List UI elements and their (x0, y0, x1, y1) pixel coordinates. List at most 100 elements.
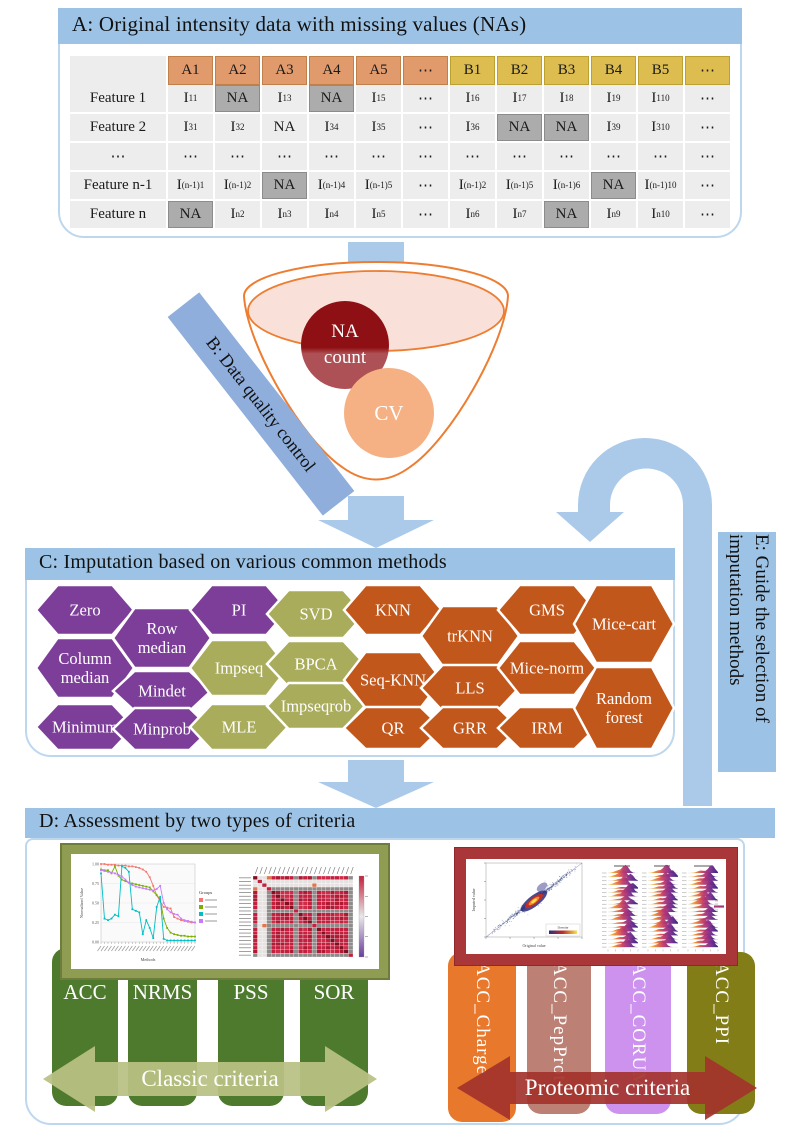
svg-text:Original value: Original value (523, 943, 546, 948)
svg-text:0.75: 0.75 (92, 881, 99, 886)
table-cell: ⋯ (168, 143, 213, 170)
column-acc-corum-label: ACC_CORUM (628, 962, 649, 1090)
density-scatter-plot: Density Original value Imputed value (470, 861, 596, 953)
table-cell: ⋯ (685, 85, 730, 112)
table-row-label: ⋯ (70, 143, 166, 170)
svg-text:BPCA: BPCA (294, 655, 337, 674)
table-cell: ⋯ (497, 143, 542, 170)
table-cell: ⋯ (403, 143, 448, 170)
classic-criteria-plot-frame: 1.00 0.75 0.50 0.25 0.00 Normalized Value Meth… (62, 845, 388, 978)
table-cell: I 310 (638, 114, 683, 141)
table-row-label: Feature n-1 (70, 172, 166, 199)
svg-text:SVD: SVD (299, 605, 332, 624)
criteria-arrows-layer (43, 1046, 757, 1120)
table-row-label: Feature 1 (70, 85, 166, 112)
table-cell: NA (497, 114, 542, 141)
svg-text:Zero: Zero (69, 601, 100, 620)
hex-mice-cart: Mice-cart (572, 583, 675, 665)
svg-text:Groups: Groups (199, 890, 212, 895)
svg-text:Impseq: Impseq (215, 659, 264, 678)
correlation-heatmap (229, 860, 375, 962)
svg-text:Mindet: Mindet (138, 682, 186, 701)
svg-text:GMS: GMS (529, 601, 565, 620)
panel-d-title: D: Assessment by two types of criteria (25, 808, 775, 838)
table-row-label: Feature 2 (70, 114, 166, 141)
table-cell: ⋯ (685, 143, 730, 170)
svg-text:trKNN: trKNN (447, 627, 493, 646)
svg-text:Normalized Value: Normalized Value (79, 888, 84, 918)
column-acc-charge-label: ACC_Charge (472, 962, 493, 1076)
table-cell: NA (309, 85, 354, 112)
svg-text:MLE: MLE (222, 718, 257, 737)
cv-circle: CV (344, 368, 434, 458)
panel-e-label: E: Guide the selection of imputation met… (725, 534, 772, 723)
svg-text:Imputed value: Imputed value (471, 888, 476, 911)
table-cell: ⋯ (215, 143, 260, 170)
table-header-B4: B4 (591, 56, 636, 85)
table-cell: NA (591, 172, 636, 199)
table-cell: I 13 (262, 85, 307, 112)
classic-criteria-arrow (43, 1046, 377, 1112)
table-header-B2: B2 (497, 56, 542, 85)
table-cell: I 19 (591, 85, 636, 112)
classic-criteria-text: Classic criteria (141, 1066, 279, 1091)
hex-impseq: Impseq (188, 638, 290, 698)
table-cell: I 31 (168, 114, 213, 141)
hex-column-median: Column median (34, 636, 136, 700)
table-cell: ⋯ (685, 201, 730, 228)
cv-label: CV (374, 400, 404, 425)
na-count-label: NA count (323, 321, 367, 368)
svg-text:1.00: 1.00 (92, 861, 99, 866)
table-header-A5: A5 (356, 56, 401, 85)
table-cell: ⋯ (403, 172, 448, 199)
column-pss-label: PSS (233, 980, 269, 1004)
svg-text:Minimum: Minimum (52, 718, 118, 737)
table-cell: I (n-1)10 (638, 172, 683, 199)
table-cell: ⋯ (403, 201, 448, 228)
svg-text:Mice-norm: Mice-norm (510, 659, 584, 678)
table-cell: ⋯ (262, 143, 307, 170)
arrow-e-feedback (556, 438, 712, 806)
arrow-b-to-c (318, 496, 434, 548)
table-cell: I 110 (638, 85, 683, 112)
column-acc-ppi-label: ACC_PPI (711, 962, 732, 1046)
svg-text:PI: PI (232, 601, 247, 620)
svg-text:Density: Density (558, 926, 569, 930)
table-cell: NA (262, 114, 307, 141)
table-cell: I 35 (356, 114, 401, 141)
table-header-B1: B1 (450, 56, 495, 85)
table-cell: I 11 (168, 85, 213, 112)
proteomic-criteria-plot-frame: Density Original value Imputed value (455, 848, 737, 965)
svg-text:IRM: IRM (531, 719, 563, 738)
table-cell: NA (215, 85, 260, 112)
table-cell: ⋯ (403, 85, 448, 112)
table-header-A4: A4 (309, 56, 354, 85)
table-cell: I (n-1)5 (356, 172, 401, 199)
hex-row-median: Row median (111, 606, 213, 670)
svg-text:LLS: LLS (455, 679, 484, 698)
table-cell: ⋯ (685, 172, 730, 199)
table-cell: ⋯ (450, 143, 495, 170)
table-cell: I 15 (356, 85, 401, 112)
table-cell: ⋯ (309, 143, 354, 170)
svg-text:Mice-cart: Mice-cart (592, 615, 657, 634)
hex-impseqrob: Impseqrob (265, 681, 367, 731)
imputation-methods-hexgrid: Zero Column median Minimum Row median Mindet Mi… (34, 583, 675, 752)
table-cell: ⋯ (638, 143, 683, 170)
table-cell: I (n-1)2 (215, 172, 260, 199)
table-header-B5: B5 (638, 56, 683, 85)
table-cell: ⋯ (356, 143, 401, 170)
column-nrms-label: NRMS (132, 980, 193, 1004)
panel-e-label-box: E: Guide the selection of imputation met… (718, 532, 776, 772)
proteomic-criteria-text: Proteomic criteria (524, 1075, 691, 1100)
intensity-table: A1 A2 A3 A4 A5 ⋯ B1 B2 B3 B4 B5 ⋯ Feature 1 I 11 NA I 13 N… (70, 56, 730, 228)
svg-text:Seq-KNN: Seq-KNN (360, 671, 426, 690)
table-cell: I 32 (215, 114, 260, 141)
table-cell: NA (262, 172, 307, 199)
table-cell: I 18 (544, 85, 589, 112)
